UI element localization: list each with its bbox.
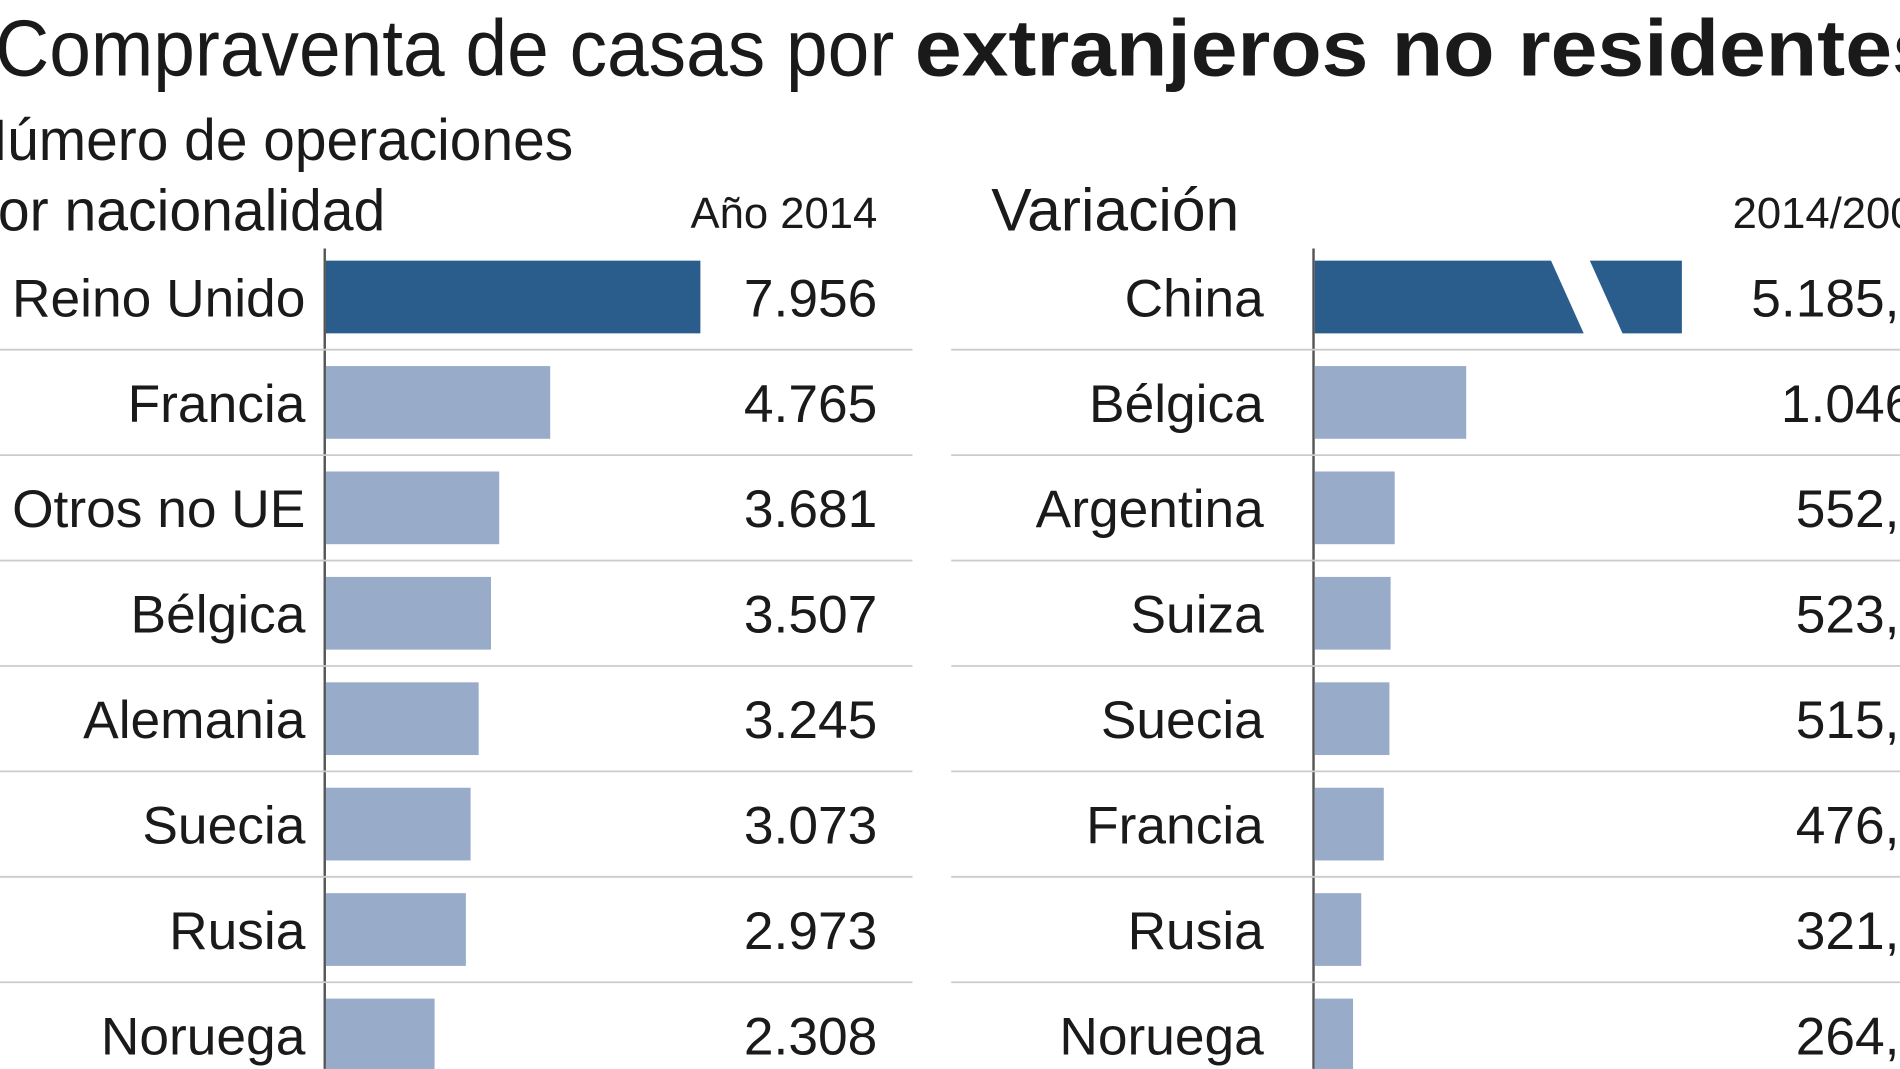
title-bold: extranjeros no residentes bbox=[915, 3, 1900, 92]
bar bbox=[1314, 998, 1354, 1069]
value-header: 2014/2007 bbox=[1733, 190, 1900, 238]
value-label: 321,1 bbox=[1796, 902, 1900, 961]
bar bbox=[325, 471, 500, 545]
bar bbox=[1314, 682, 1390, 756]
subtitle: por nacionalidad bbox=[0, 178, 385, 243]
bar bbox=[325, 576, 492, 650]
category-label: Bélgica bbox=[131, 586, 306, 645]
category-label: Rusia bbox=[1128, 902, 1265, 961]
category-label: Suecia bbox=[1101, 691, 1264, 750]
bar bbox=[1314, 787, 1384, 861]
title: Compraventa de casas por extranjeros no … bbox=[0, 3, 1900, 92]
panel-title: Variación bbox=[991, 175, 1239, 243]
bar-break-piece bbox=[1589, 260, 1682, 334]
value-label: 3.245 bbox=[744, 691, 877, 750]
category-label: Otros no UE bbox=[12, 480, 305, 539]
bar bbox=[325, 893, 466, 966]
category-label: Reino Unido bbox=[12, 269, 305, 328]
bar bbox=[1314, 366, 1467, 439]
bar bbox=[1314, 893, 1362, 966]
category-label: Noruega bbox=[101, 1007, 306, 1066]
bar bbox=[325, 260, 701, 334]
bar bbox=[325, 787, 471, 861]
value-label: 552,2 bbox=[1796, 480, 1900, 539]
category-label: Francia bbox=[128, 375, 306, 434]
value-label: 264,6 bbox=[1796, 1007, 1900, 1066]
value-label: 2.308 bbox=[744, 1007, 877, 1066]
subtitle: Número de operaciones bbox=[0, 108, 573, 173]
category-label: Francia bbox=[1086, 796, 1264, 855]
title-light: Compraventa de casas por bbox=[0, 3, 894, 92]
bar bbox=[1314, 260, 1584, 334]
value-label: 3.073 bbox=[744, 796, 877, 855]
bar bbox=[1314, 576, 1391, 650]
category-label: Bélgica bbox=[1089, 375, 1264, 434]
value-label: 523,9 bbox=[1796, 586, 1900, 645]
bar bbox=[325, 366, 551, 439]
category-label: Rusia bbox=[169, 902, 306, 961]
value-label: 1.046, bbox=[1781, 375, 1900, 434]
value-label: 3.507 bbox=[744, 586, 877, 645]
bar bbox=[1314, 471, 1395, 545]
category-label: Suiza bbox=[1131, 586, 1265, 645]
category-label: Suecia bbox=[142, 796, 305, 855]
bar bbox=[325, 682, 479, 756]
value-label: 4.765 bbox=[744, 375, 877, 434]
value-label: 476,9 bbox=[1796, 796, 1900, 855]
category-label: Noruega bbox=[1059, 1007, 1264, 1066]
category-label: Alemania bbox=[83, 691, 306, 750]
category-label: China bbox=[1125, 269, 1265, 328]
value-label: 515,8 bbox=[1796, 691, 1900, 750]
value-label: 2.973 bbox=[744, 902, 877, 961]
value-label: 3.681 bbox=[744, 480, 877, 539]
value-label: 5.185,1 bbox=[1751, 269, 1900, 328]
value-header: Año 2014 bbox=[691, 190, 878, 238]
bar bbox=[325, 998, 435, 1069]
category-label: Argentina bbox=[1036, 480, 1265, 539]
value-label: 7.956 bbox=[744, 269, 877, 328]
